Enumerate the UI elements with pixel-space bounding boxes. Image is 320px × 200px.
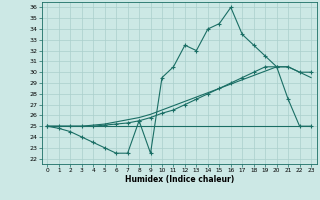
X-axis label: Humidex (Indice chaleur): Humidex (Indice chaleur)	[124, 175, 234, 184]
